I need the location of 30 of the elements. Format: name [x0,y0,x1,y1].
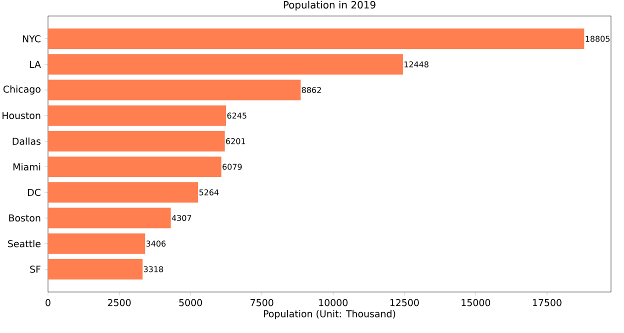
x-tick-label: 17500 [532,299,562,306]
y-tick-label: Dallas [12,138,41,145]
y-tick-label: Seattle [8,240,40,248]
x-axis-title: Population (Unit: Thousand) [264,310,396,320]
bar [48,105,226,126]
x-tick-label: 2500 [108,299,131,306]
y-tick-label: Chicago [3,85,40,95]
chart-title: Population in 2019 [284,0,376,11]
x-tick-label: 0 [46,299,50,306]
bar [48,80,301,100]
y-tick-label: SF [30,266,40,273]
bar [48,182,198,203]
x-tick-label: 5000 [179,299,202,306]
y-tick-label: NYC [22,35,40,42]
y-tick-label: Houston [2,112,40,120]
x-tick-label: 15000 [462,299,490,306]
x-tick-label: 12500 [390,299,419,306]
bar [48,130,225,152]
y-tick-label: Boston [9,214,40,222]
bar [48,28,584,50]
bar [48,258,143,280]
x-tick-label: 7500 [250,299,274,306]
y-tick-label: DC [28,188,40,196]
y-tick-label: Miami [13,163,40,170]
bar [48,208,171,228]
bar [48,54,403,75]
y-tick-label: LA [30,60,41,68]
x-tick-label: 10000 [319,299,348,306]
bar [48,156,222,178]
bar [48,233,146,254]
